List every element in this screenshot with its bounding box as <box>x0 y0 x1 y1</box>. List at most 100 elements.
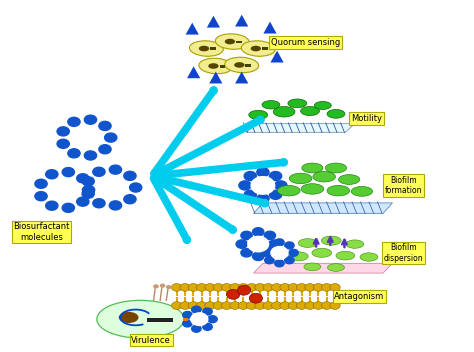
Circle shape <box>172 302 182 309</box>
Polygon shape <box>235 71 248 83</box>
Ellipse shape <box>304 263 321 271</box>
Text: Antagonism: Antagonism <box>334 292 384 301</box>
Circle shape <box>191 313 208 326</box>
Ellipse shape <box>251 46 261 51</box>
Circle shape <box>188 284 199 291</box>
Circle shape <box>84 151 97 160</box>
Circle shape <box>35 191 47 201</box>
Ellipse shape <box>288 252 308 261</box>
Ellipse shape <box>313 171 336 182</box>
Circle shape <box>99 145 111 154</box>
Ellipse shape <box>241 41 275 56</box>
Circle shape <box>237 285 251 295</box>
Circle shape <box>230 284 240 291</box>
Circle shape <box>105 133 117 142</box>
Circle shape <box>82 177 94 186</box>
Bar <box>262 48 268 50</box>
Circle shape <box>68 149 80 158</box>
Circle shape <box>191 306 201 313</box>
Circle shape <box>321 284 332 291</box>
Ellipse shape <box>249 110 268 119</box>
Ellipse shape <box>289 173 312 184</box>
Circle shape <box>297 302 307 309</box>
Circle shape <box>82 186 95 195</box>
Circle shape <box>257 194 269 203</box>
Ellipse shape <box>321 236 341 245</box>
Circle shape <box>82 189 94 198</box>
Bar <box>219 65 225 68</box>
Ellipse shape <box>360 253 378 261</box>
Circle shape <box>57 127 69 136</box>
Circle shape <box>205 284 215 291</box>
Circle shape <box>246 284 257 291</box>
Text: Biofilm
formation: Biofilm formation <box>384 176 422 195</box>
Circle shape <box>205 302 215 309</box>
Circle shape <box>230 302 240 309</box>
Circle shape <box>244 171 256 181</box>
Circle shape <box>330 302 340 309</box>
Circle shape <box>109 201 121 210</box>
Circle shape <box>241 249 252 257</box>
Circle shape <box>269 240 280 248</box>
Circle shape <box>280 284 290 291</box>
Circle shape <box>321 302 332 309</box>
Circle shape <box>251 177 275 194</box>
Circle shape <box>57 139 69 148</box>
Polygon shape <box>271 51 283 63</box>
Polygon shape <box>254 263 392 273</box>
Circle shape <box>264 249 275 257</box>
Bar <box>147 318 173 322</box>
Polygon shape <box>186 23 199 34</box>
Circle shape <box>305 302 315 309</box>
Circle shape <box>77 197 89 206</box>
Circle shape <box>221 302 232 309</box>
Circle shape <box>227 289 240 299</box>
Circle shape <box>203 323 212 330</box>
Circle shape <box>197 284 207 291</box>
Ellipse shape <box>97 300 184 338</box>
Circle shape <box>269 171 282 181</box>
Ellipse shape <box>301 184 324 194</box>
Polygon shape <box>209 71 222 83</box>
Circle shape <box>246 302 257 309</box>
Polygon shape <box>264 21 277 33</box>
Circle shape <box>49 179 79 201</box>
Circle shape <box>129 183 142 192</box>
Circle shape <box>124 171 136 180</box>
Ellipse shape <box>199 46 209 51</box>
Circle shape <box>221 284 232 291</box>
Bar <box>210 48 216 50</box>
Circle shape <box>275 239 284 246</box>
Circle shape <box>263 284 273 291</box>
Polygon shape <box>254 203 392 213</box>
Circle shape <box>269 190 282 199</box>
Circle shape <box>275 260 284 267</box>
Circle shape <box>68 117 80 126</box>
Ellipse shape <box>208 63 219 69</box>
Circle shape <box>46 201 58 210</box>
Circle shape <box>191 325 201 332</box>
Circle shape <box>84 115 97 124</box>
Circle shape <box>261 249 270 256</box>
Circle shape <box>263 302 273 309</box>
Circle shape <box>272 302 282 309</box>
Circle shape <box>264 257 274 264</box>
Ellipse shape <box>234 62 245 68</box>
Circle shape <box>182 320 192 327</box>
Ellipse shape <box>314 101 331 109</box>
Circle shape <box>257 168 269 177</box>
Ellipse shape <box>215 34 249 49</box>
Circle shape <box>197 302 207 309</box>
Circle shape <box>249 293 263 303</box>
Bar <box>236 40 242 43</box>
Circle shape <box>313 302 324 309</box>
Ellipse shape <box>190 41 223 56</box>
Circle shape <box>297 284 307 291</box>
Circle shape <box>253 228 264 236</box>
Ellipse shape <box>325 163 346 173</box>
Circle shape <box>96 176 127 199</box>
Text: Virulence: Virulence <box>131 336 171 345</box>
Circle shape <box>180 284 190 291</box>
Circle shape <box>241 231 252 240</box>
Circle shape <box>244 190 256 199</box>
